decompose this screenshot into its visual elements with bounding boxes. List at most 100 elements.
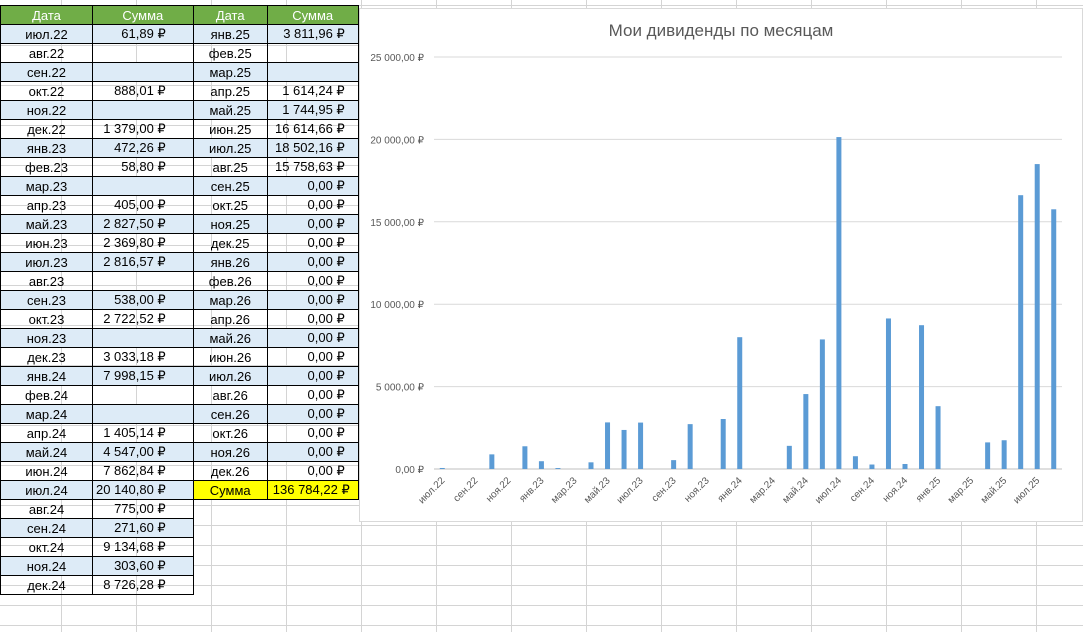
sum-cell[interactable]: 61,89 ₽ xyxy=(92,24,194,44)
sum-cell[interactable]: 0,00 ₽ xyxy=(266,233,359,253)
date-cell[interactable]: сен.24 xyxy=(0,518,93,538)
empty-cell[interactable] xyxy=(267,557,358,576)
date-cell[interactable]: май.25 xyxy=(192,100,268,120)
sum-cell[interactable]: 3 811,96 ₽ xyxy=(266,24,359,44)
empty-cell[interactable] xyxy=(193,519,267,538)
date-cell[interactable]: янв.24 xyxy=(0,366,93,386)
empty-cell[interactable] xyxy=(267,500,358,519)
header-sum-cell[interactable]: Сумма xyxy=(266,5,359,25)
sum-cell[interactable]: 405,00 ₽ xyxy=(92,195,194,215)
sum-cell[interactable]: 0,00 ₽ xyxy=(266,271,359,291)
sum-cell[interactable]: 0,00 ₽ xyxy=(266,423,359,443)
sum-cell[interactable]: 888,01 ₽ xyxy=(92,81,194,101)
empty-cell[interactable] xyxy=(267,519,358,538)
sum-cell[interactable]: 16 614,66 ₽ xyxy=(266,119,359,139)
sum-cell[interactable] xyxy=(92,62,194,82)
sum-cell[interactable]: 1 379,00 ₽ xyxy=(92,119,194,139)
sum-cell[interactable]: 7 862,84 ₽ xyxy=(92,461,194,481)
sum-cell[interactable]: 0,00 ₽ xyxy=(266,385,359,405)
sum-cell[interactable]: 0,00 ₽ xyxy=(266,442,359,462)
sum-cell[interactable]: 3 033,18 ₽ xyxy=(92,347,194,367)
date-cell[interactable]: июл.23 xyxy=(0,252,93,272)
sum-cell[interactable]: 0,00 ₽ xyxy=(266,328,359,348)
sum-cell[interactable]: 271,60 ₽ xyxy=(92,518,194,538)
sum-cell[interactable]: 7 998,15 ₽ xyxy=(92,366,194,386)
sum-cell[interactable] xyxy=(92,176,194,196)
date-cell[interactable]: мар.25 xyxy=(192,62,268,82)
date-cell[interactable]: авг.25 xyxy=(192,157,268,177)
sum-cell[interactable]: 0,00 ₽ xyxy=(266,309,359,329)
sum-cell[interactable]: 20 140,80 ₽ xyxy=(92,480,194,500)
date-cell[interactable]: фев.25 xyxy=(192,43,268,63)
sum-cell[interactable] xyxy=(92,271,194,291)
empty-cell[interactable] xyxy=(193,557,267,576)
date-cell[interactable]: янв.25 xyxy=(192,24,268,44)
sum-cell[interactable]: 2 722,52 ₽ xyxy=(92,309,194,329)
sum-cell[interactable]: 0,00 ₽ xyxy=(266,176,359,196)
date-cell[interactable]: авг.23 xyxy=(0,271,93,291)
total-value-cell[interactable]: 136 784,22 ₽ xyxy=(266,480,359,500)
sum-cell[interactable]: 8 726,28 ₽ xyxy=(92,575,194,595)
date-cell[interactable]: мар.26 xyxy=(192,290,268,310)
date-cell[interactable]: дек.24 xyxy=(0,575,93,595)
sum-cell[interactable]: 2 827,50 ₽ xyxy=(92,214,194,234)
date-cell[interactable]: июн.23 xyxy=(0,233,93,253)
sum-cell[interactable] xyxy=(266,43,359,63)
empty-cell[interactable] xyxy=(193,576,267,595)
sum-cell[interactable]: 0,00 ₽ xyxy=(266,347,359,367)
sum-cell[interactable]: 1 744,95 ₽ xyxy=(266,100,359,120)
date-cell[interactable]: авг.26 xyxy=(192,385,268,405)
sum-cell[interactable]: 1 614,24 ₽ xyxy=(266,81,359,101)
date-cell[interactable]: апр.25 xyxy=(192,81,268,101)
date-cell[interactable]: июн.25 xyxy=(192,119,268,139)
date-cell[interactable]: июл.24 xyxy=(0,480,93,500)
sum-cell[interactable] xyxy=(92,43,194,63)
date-cell[interactable]: окт.26 xyxy=(192,423,268,443)
date-cell[interactable]: дек.23 xyxy=(0,347,93,367)
sum-cell[interactable]: 775,00 ₽ xyxy=(92,499,194,519)
sum-cell[interactable]: 0,00 ₽ xyxy=(266,214,359,234)
date-cell[interactable]: окт.24 xyxy=(0,537,93,557)
date-cell[interactable]: дек.25 xyxy=(192,233,268,253)
empty-cell[interactable] xyxy=(267,576,358,595)
sum-cell[interactable]: 2 816,57 ₽ xyxy=(92,252,194,272)
date-cell[interactable]: фев.24 xyxy=(0,385,93,405)
date-cell[interactable]: янв.23 xyxy=(0,138,93,158)
sum-cell[interactable]: 0,00 ₽ xyxy=(266,366,359,386)
date-cell[interactable]: июн.26 xyxy=(192,347,268,367)
date-cell[interactable]: сен.23 xyxy=(0,290,93,310)
sum-cell[interactable]: 472,26 ₽ xyxy=(92,138,194,158)
sum-cell[interactable]: 0,00 ₽ xyxy=(266,252,359,272)
sum-cell[interactable]: 15 758,63 ₽ xyxy=(266,157,359,177)
date-cell[interactable]: июл.22 xyxy=(0,24,93,44)
date-cell[interactable]: сен.25 xyxy=(192,176,268,196)
dividends-chart[interactable]: Мои дивиденды по месяцам 0,00 ₽ 5 000,00 … xyxy=(359,8,1083,522)
date-cell[interactable]: апр.23 xyxy=(0,195,93,215)
date-cell[interactable]: дек.26 xyxy=(192,461,268,481)
sum-cell[interactable]: 0,00 ₽ xyxy=(266,461,359,481)
header-sum-cell[interactable]: Сумма xyxy=(92,5,194,25)
date-cell[interactable]: сен.22 xyxy=(0,62,93,82)
sum-cell[interactable] xyxy=(266,62,359,82)
sum-cell[interactable]: 1 405,14 ₽ xyxy=(92,423,194,443)
date-cell[interactable]: май.24 xyxy=(0,442,93,462)
sum-cell[interactable] xyxy=(92,100,194,120)
date-cell[interactable]: мар.24 xyxy=(0,404,93,424)
date-cell[interactable]: июн.24 xyxy=(0,461,93,481)
sum-cell[interactable]: 303,60 ₽ xyxy=(92,556,194,576)
date-cell[interactable]: сен.26 xyxy=(192,404,268,424)
sum-cell[interactable] xyxy=(92,385,194,405)
total-label-cell[interactable]: Сумма xyxy=(192,480,268,500)
date-cell[interactable]: ноя.23 xyxy=(0,328,93,348)
sum-cell[interactable]: 9 134,68 ₽ xyxy=(92,537,194,557)
sum-cell[interactable]: 538,00 ₽ xyxy=(92,290,194,310)
date-cell[interactable]: окт.22 xyxy=(0,81,93,101)
empty-cell[interactable] xyxy=(193,538,267,557)
date-cell[interactable]: ноя.22 xyxy=(0,100,93,120)
sum-cell[interactable]: 0,00 ₽ xyxy=(266,290,359,310)
date-cell[interactable]: дек.22 xyxy=(0,119,93,139)
date-cell[interactable]: апр.24 xyxy=(0,423,93,443)
sum-cell[interactable] xyxy=(92,404,194,424)
date-cell[interactable]: фев.26 xyxy=(192,271,268,291)
empty-cell[interactable] xyxy=(267,538,358,557)
